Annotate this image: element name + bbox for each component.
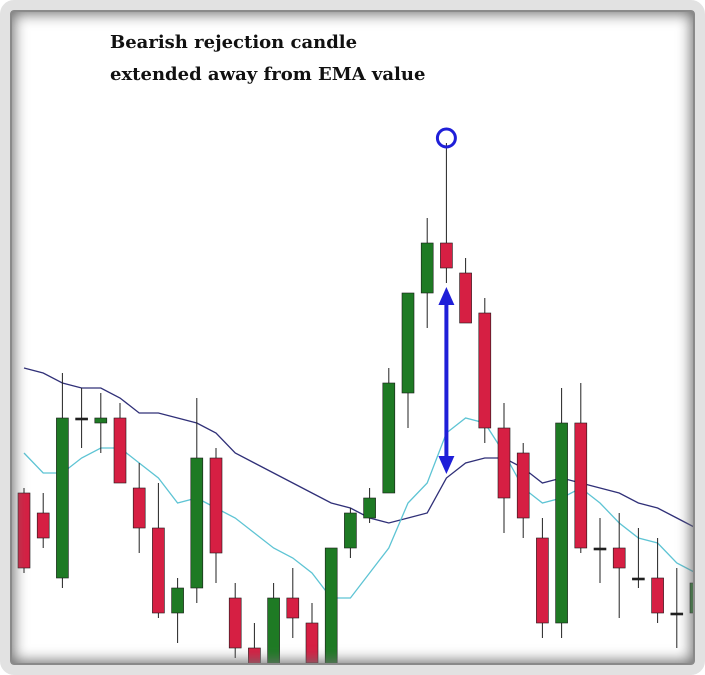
candle-body xyxy=(344,512,357,549)
candle-body xyxy=(267,597,280,669)
candle xyxy=(209,448,223,583)
candle-body xyxy=(190,457,204,589)
candle xyxy=(401,292,415,428)
candle xyxy=(305,603,319,668)
candle-body xyxy=(286,597,300,619)
distance-arrow-head-up xyxy=(438,287,455,305)
candle-body xyxy=(324,547,338,669)
candle xyxy=(248,623,261,669)
candle-body xyxy=(478,312,492,429)
candle-body xyxy=(152,527,165,614)
candle xyxy=(536,518,549,638)
candle-body xyxy=(593,547,607,551)
candle xyxy=(516,443,530,538)
candle-body xyxy=(17,492,31,569)
candle xyxy=(171,578,184,643)
candle-body xyxy=(516,452,530,519)
candle xyxy=(555,388,568,638)
candle-body xyxy=(536,537,549,624)
candle xyxy=(440,143,453,283)
candle xyxy=(478,298,492,443)
candle-body xyxy=(113,417,127,484)
candle-body xyxy=(132,487,146,529)
candle-body xyxy=(401,292,415,394)
candle xyxy=(420,218,434,328)
candle-body xyxy=(555,422,568,624)
distance-arrow-head-down xyxy=(438,456,455,474)
candle xyxy=(228,583,242,658)
candle xyxy=(324,547,338,669)
annotation-markers xyxy=(435,127,457,474)
candle-body xyxy=(363,497,376,519)
candle-body xyxy=(36,512,50,539)
candle xyxy=(17,488,31,573)
candle-body xyxy=(75,417,88,421)
candle xyxy=(612,513,626,618)
candle xyxy=(651,538,664,623)
candle xyxy=(286,568,300,638)
candle xyxy=(152,483,165,618)
candle xyxy=(363,488,376,523)
candle xyxy=(497,403,511,533)
wick-high-marker-circle xyxy=(435,127,457,149)
annotation-line-2: extended away from EMA value xyxy=(110,64,425,85)
candle xyxy=(132,463,146,553)
candle xyxy=(344,508,357,558)
candle-body xyxy=(574,422,588,549)
candle xyxy=(94,393,108,453)
candle-body xyxy=(440,242,453,269)
candle xyxy=(267,583,280,669)
candle xyxy=(382,368,396,494)
candle-body xyxy=(651,577,664,614)
candle-body xyxy=(632,577,645,581)
candles xyxy=(17,143,703,669)
candle xyxy=(632,528,645,588)
candle xyxy=(459,258,472,324)
candle-body xyxy=(248,647,261,669)
candle-body xyxy=(228,597,242,649)
candle xyxy=(574,383,588,553)
candle-body xyxy=(497,427,511,499)
candle-body xyxy=(459,272,472,324)
candle xyxy=(56,373,69,588)
candle-body xyxy=(670,612,684,616)
candle-body xyxy=(305,622,319,664)
candle-body xyxy=(420,242,434,294)
candle-body xyxy=(612,547,626,569)
candle-body xyxy=(689,582,703,614)
candle xyxy=(36,493,50,548)
candle-body xyxy=(382,382,396,494)
candle xyxy=(75,388,88,448)
candle xyxy=(689,573,703,623)
candle xyxy=(593,518,607,583)
candle xyxy=(113,403,127,484)
candle-body xyxy=(56,417,69,579)
annotation-line-1: Bearish rejection candle xyxy=(110,32,357,53)
candle xyxy=(670,568,684,648)
candle-body xyxy=(94,417,108,424)
candle-body xyxy=(209,457,223,554)
candle xyxy=(190,398,204,603)
candle-body xyxy=(171,587,184,614)
